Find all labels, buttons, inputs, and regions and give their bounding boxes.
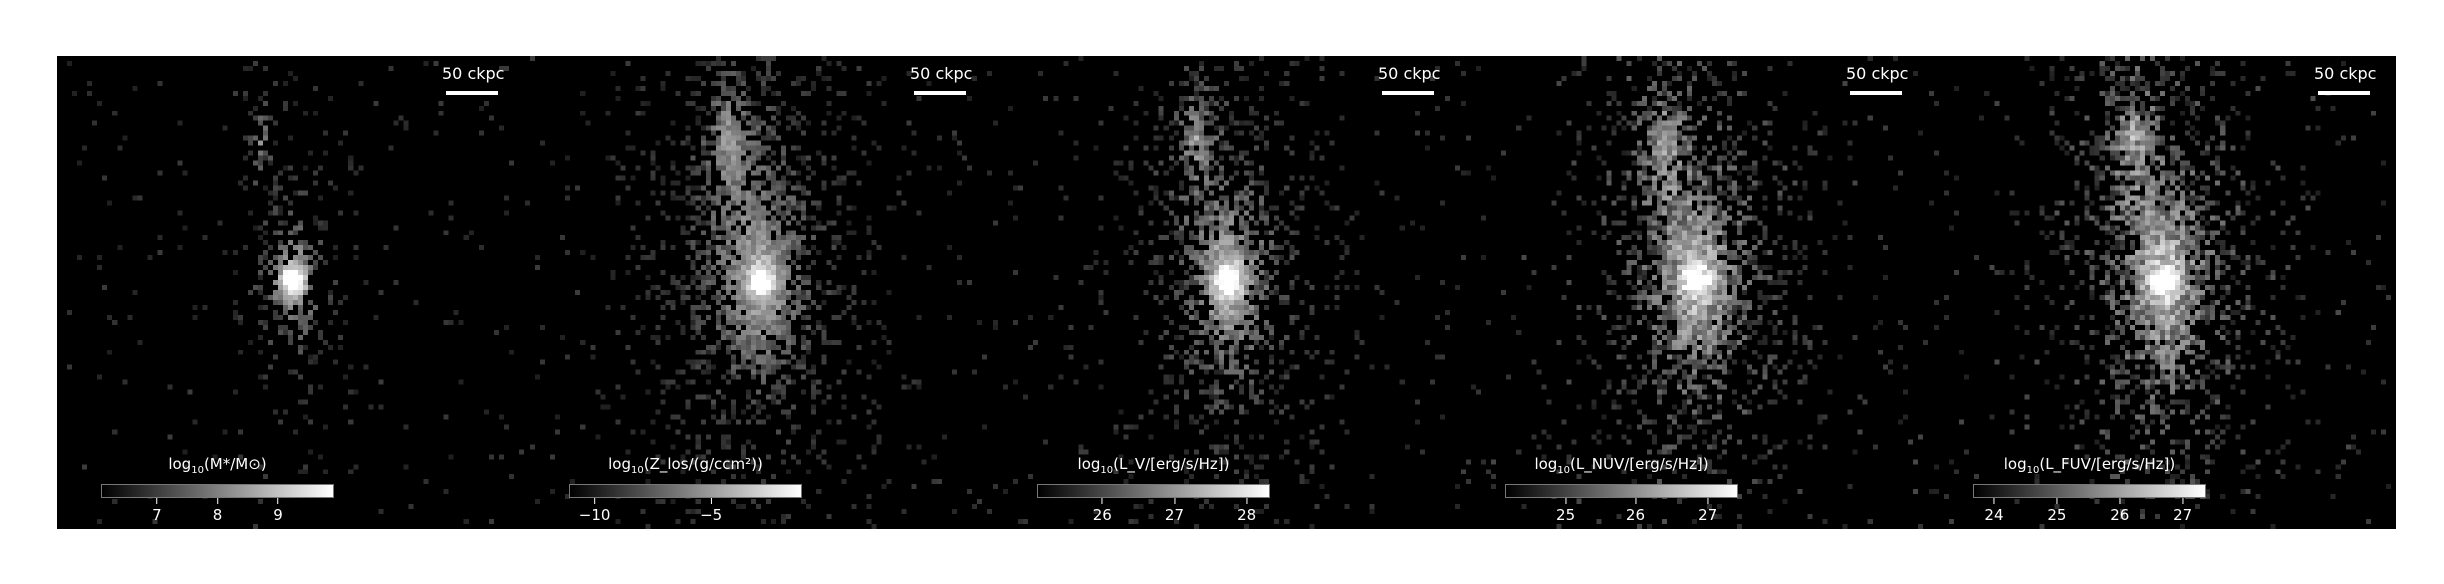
colorbar-gradient (101, 484, 334, 498)
colorbar: log10(M*/M⊙) 7 8 9 (101, 455, 334, 524)
scale-bar-line (1382, 91, 1434, 95)
colorbar-gradient (1037, 484, 1270, 498)
colorbar-label: log10(L_NUV/[erg/s/Hz]) (1534, 455, 1709, 476)
scale-bar: 50 ckpc (1846, 64, 1909, 95)
colorbar-tick: 28 (1237, 498, 1256, 524)
colorbar-tick: 25 (2047, 498, 2066, 524)
colorbar-label: log10(L_FUV/[erg/s/Hz]) (2003, 455, 2176, 476)
galaxy-image-v-band (993, 56, 1460, 529)
scale-label: 50 ckpc (1378, 64, 1441, 83)
colorbar: log10(Z_los/(g/ccm²)) −10 −5 (569, 455, 802, 524)
scale-bar: 50 ckpc (442, 64, 505, 95)
colorbar-tick: 26 (2110, 498, 2129, 524)
colorbar-label: log10(L_V/[erg/s/Hz]) (1077, 455, 1230, 476)
scale-bar: 50 ckpc (1378, 64, 1441, 95)
scale-label: 50 ckpc (1846, 64, 1909, 83)
scale-bar: 50 ckpc (910, 64, 973, 95)
colorbar-label: log10(M*/M⊙) (168, 455, 267, 476)
scale-bar-line (1850, 91, 1902, 95)
scale-label: 50 ckpc (910, 64, 973, 83)
colorbar-ticks: 26 27 28 (1037, 498, 1270, 524)
colorbar-tick: −5 (700, 498, 722, 524)
galaxy-image-stellar-mass (57, 56, 524, 529)
colorbar-tick: 8 (213, 498, 223, 524)
colorbar-tick: 25 (1556, 498, 1575, 524)
colorbar-tick: 26 (1093, 498, 1112, 524)
panel-fuv: 50 ckpc log10(L_FUV/[erg/s/Hz]) 24 25 26 27 (1929, 56, 2396, 529)
colorbar-tick: 27 (1165, 498, 1184, 524)
galaxy-image-nuv (1461, 56, 1928, 529)
colorbar-gradient (1973, 484, 2206, 498)
colorbar-gradient (569, 484, 802, 498)
colorbar-label: log10(Z_los/(g/ccm²)) (608, 455, 763, 476)
panel-v-band: 50 ckpc log10(L_V/[erg/s/Hz]) 26 27 28 (993, 56, 1460, 529)
panel-nuv: 50 ckpc log10(L_NUV/[erg/s/Hz]) 25 26 27 (1461, 56, 1928, 529)
colorbar-ticks: 25 26 27 (1505, 498, 1738, 524)
scale-label: 50 ckpc (2314, 64, 2377, 83)
scale-bar: 50 ckpc (2314, 64, 2377, 95)
colorbar-tick: −10 (579, 498, 611, 524)
colorbar-gradient (1505, 484, 1738, 498)
scale-bar-line (914, 91, 966, 95)
scale-bar-line (2318, 91, 2370, 95)
colorbar-ticks: 7 8 9 (101, 498, 334, 524)
galaxy-image-fuv (1929, 56, 2396, 529)
colorbar-tick: 26 (1626, 498, 1645, 524)
galaxy-image-metallicity (525, 56, 992, 529)
colorbar: log10(L_V/[erg/s/Hz]) 26 27 28 (1037, 455, 1270, 524)
colorbar-ticks: −10 −5 (569, 498, 802, 524)
colorbar-tick: 9 (273, 498, 283, 524)
colorbar-tick: 27 (2173, 498, 2192, 524)
colorbar-ticks: 24 25 26 27 (1973, 498, 2206, 524)
panel-stellar-mass: 50 ckpc log10(M*/M⊙) 7 8 9 (57, 56, 524, 529)
scale-bar-line (446, 91, 498, 95)
colorbar-tick: 24 (1984, 498, 2003, 524)
scale-label: 50 ckpc (442, 64, 505, 83)
colorbar-tick: 27 (1698, 498, 1717, 524)
panel-metallicity: 50 ckpc log10(Z_los/(g/ccm²)) −10 −5 (525, 56, 992, 529)
colorbar: log10(L_NUV/[erg/s/Hz]) 25 26 27 (1505, 455, 1738, 524)
colorbar-tick: 7 (152, 498, 162, 524)
figure: 50 ckpc log10(M*/M⊙) 7 8 9 50 ckpc log10(Z… (57, 56, 2396, 529)
colorbar: log10(L_FUV/[erg/s/Hz]) 24 25 26 27 (1973, 455, 2206, 524)
